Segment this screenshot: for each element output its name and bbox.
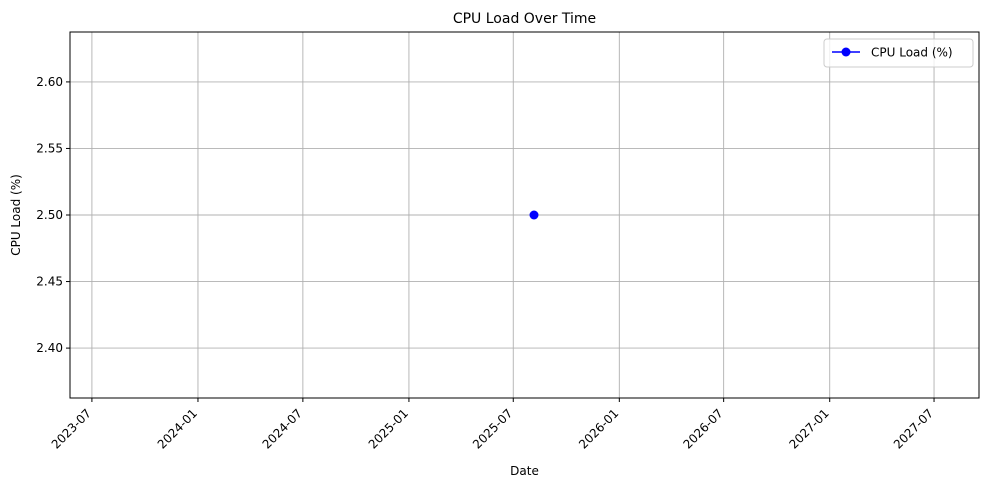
- y-tick-label: 2.45: [36, 275, 63, 289]
- y-tick-label: 2.55: [36, 141, 63, 155]
- legend: CPU Load (%): [823, 38, 974, 68]
- x-tick-label: 2026-07: [680, 406, 725, 451]
- x-tick-label: 2024-07: [260, 406, 305, 451]
- x-tick-label: 2023-07: [49, 406, 94, 451]
- chart-title: CPU Load Over Time: [453, 11, 596, 27]
- x-tick-label: 2026-01: [576, 406, 621, 451]
- x-tick-label: 2025-07: [470, 406, 515, 451]
- x-axis-label: Date: [510, 464, 539, 478]
- legend-marker-swatch: [841, 47, 851, 57]
- x-tick-label: 2027-01: [786, 406, 831, 451]
- data-point: [529, 210, 539, 220]
- y-tick-label: 2.40: [36, 341, 63, 355]
- series: [529, 210, 539, 220]
- x-tick-label: 2024-01: [155, 406, 200, 451]
- x-axis: 2023-07 2024-01 2024-07 2025-01 2025-07 2026-…: [49, 398, 936, 452]
- y-axis-label: CPU Load (%): [9, 174, 23, 256]
- legend-entry-label: CPU Load (%): [871, 46, 953, 60]
- grid: [70, 32, 979, 398]
- x-tick-label: 2025-01: [366, 406, 411, 451]
- y-tick-label: 2.50: [36, 208, 63, 222]
- y-axis: 2.40 2.45 2.50 2.55 2.60: [36, 75, 70, 355]
- legend-frame: [823, 38, 974, 68]
- x-tick-label: 2027-07: [891, 406, 936, 451]
- y-tick-label: 2.60: [36, 75, 63, 89]
